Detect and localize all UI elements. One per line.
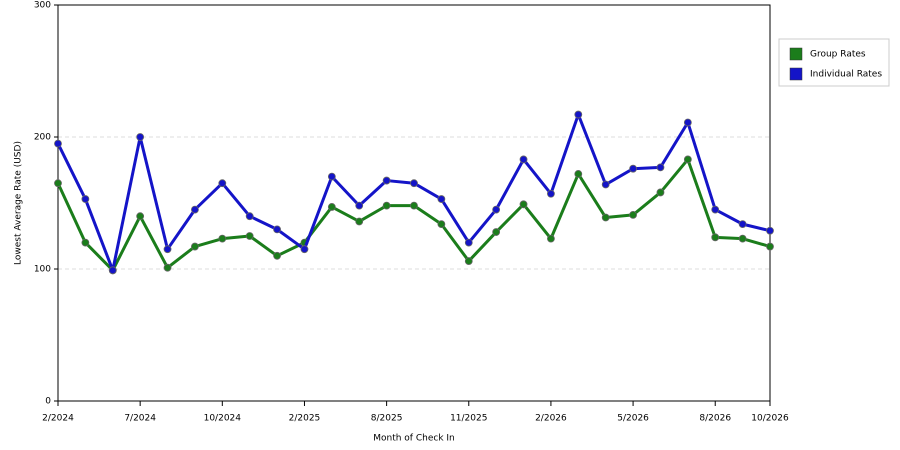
data-point — [273, 225, 281, 234]
data-point — [245, 232, 254, 240]
x-tick-label: 10/2026 — [751, 414, 789, 424]
x-tick-label: 5/2026 — [617, 414, 649, 424]
data-point — [410, 201, 418, 210]
data-point — [382, 201, 391, 210]
data-point — [492, 205, 501, 214]
data-point — [136, 212, 145, 221]
data-point — [437, 195, 446, 203]
data-point — [711, 233, 720, 242]
data-point — [54, 179, 62, 188]
data-point — [519, 155, 528, 164]
data-point — [81, 195, 90, 203]
data-point — [54, 139, 62, 148]
data-point — [683, 155, 692, 164]
x-tick-label: 2/2024 — [42, 414, 74, 424]
data-point — [218, 179, 227, 188]
y-tick-label: 200 — [34, 133, 51, 143]
data-point — [601, 180, 610, 189]
data-point — [327, 172, 336, 181]
data-point — [629, 164, 637, 173]
plot-border — [57, 4, 771, 402]
data-point — [81, 238, 90, 247]
data-point — [273, 251, 281, 260]
x-tick-label: 7/2024 — [124, 414, 156, 424]
legend-label: Individual Rates — [810, 70, 882, 80]
data-point — [382, 176, 391, 185]
x-axis-title: Month of Check In — [373, 434, 455, 444]
data-point — [136, 133, 145, 141]
data-point — [656, 163, 665, 172]
legend-swatch — [789, 67, 803, 81]
data-point — [492, 228, 501, 236]
data-point — [766, 242, 774, 251]
legend-swatch — [789, 47, 803, 61]
data-point — [191, 205, 199, 214]
y-tick-label: 0 — [45, 397, 51, 407]
data-point — [245, 212, 254, 221]
data-point — [327, 203, 336, 211]
y-tick-label: 100 — [34, 265, 51, 275]
data-point — [547, 189, 555, 198]
x-tick-label: 8/2026 — [699, 414, 731, 424]
data-point — [437, 220, 446, 229]
data-point — [601, 213, 610, 222]
data-point — [218, 234, 227, 243]
data-point — [766, 226, 774, 235]
data-point — [738, 234, 747, 243]
data-point — [574, 110, 583, 119]
data-point — [656, 188, 665, 197]
data-point — [464, 238, 473, 247]
data-point — [629, 210, 637, 219]
data-point — [300, 245, 309, 254]
data-point — [410, 179, 418, 188]
legend-label: Group Rates — [810, 50, 866, 60]
x-tick-label: 2/2025 — [289, 414, 321, 424]
data-point — [683, 118, 692, 127]
data-point — [711, 205, 720, 214]
y-axis-title: Lowest Average Rate (USD) — [14, 141, 24, 265]
x-tick-label: 11/2025 — [450, 414, 487, 424]
y-tick-label: 300 — [34, 1, 51, 11]
x-tick-label: 2/2026 — [535, 414, 567, 424]
data-point — [574, 170, 583, 178]
data-point — [163, 245, 172, 254]
data-point — [108, 266, 117, 275]
x-tick-label: 8/2025 — [371, 414, 403, 424]
data-point — [191, 242, 199, 251]
data-point — [464, 257, 473, 265]
x-tick-label: 10/2024 — [204, 414, 242, 424]
data-point — [355, 217, 364, 226]
data-point — [738, 220, 747, 229]
data-point — [547, 234, 555, 243]
data-point — [519, 200, 528, 209]
data-point — [163, 263, 172, 272]
data-point — [355, 201, 364, 210]
